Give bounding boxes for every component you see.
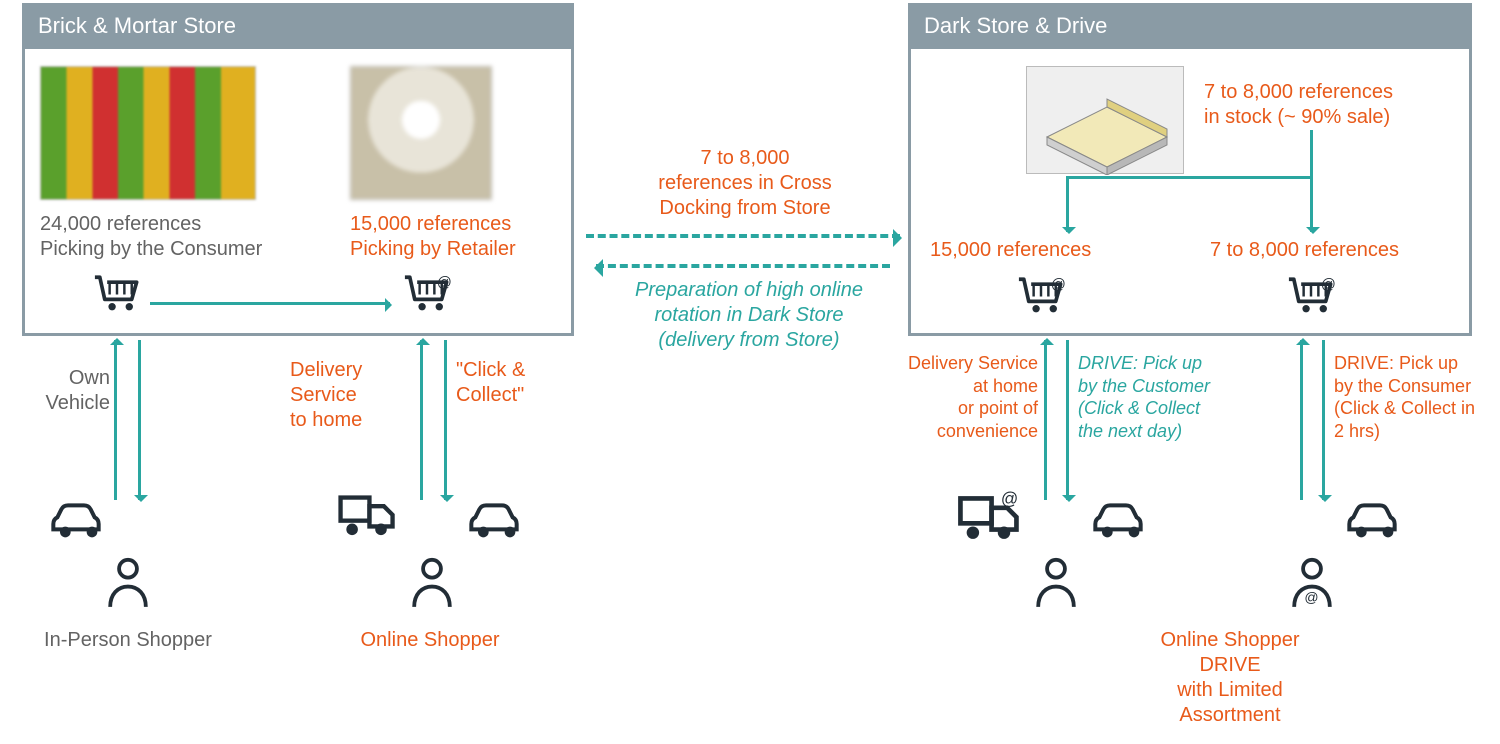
svg-text:@: @ bbox=[1304, 589, 1318, 605]
svg-text:@: @ bbox=[1321, 277, 1336, 293]
drive-2hr-label: DRIVE: Pick up by the Consumer (Click & … bbox=[1334, 352, 1500, 442]
cart-at-icon: @ bbox=[400, 268, 454, 316]
produce-image bbox=[40, 66, 256, 200]
person-icon bbox=[100, 552, 156, 616]
right-panel-down-right bbox=[1310, 130, 1313, 232]
person-at-icon: @ bbox=[1284, 552, 1340, 616]
darkstore-building-image bbox=[1026, 66, 1184, 174]
own-vehicle-label: Own Vehicle bbox=[40, 366, 110, 416]
delivery-truck-at-icon: @ bbox=[950, 486, 1030, 542]
crossdock-arrow-right bbox=[586, 234, 900, 238]
dark-store-title: Dark Store & Drive bbox=[908, 3, 1472, 49]
brick-mortar-title: Brick & Mortar Store bbox=[22, 3, 574, 49]
retailer-refs-label: 15,000 references Picking by Retailer bbox=[350, 212, 560, 262]
cart-at-icon: @ bbox=[1284, 270, 1338, 318]
delivery-truck-icon bbox=[332, 486, 404, 538]
arrow-darkstore-right-up bbox=[1300, 340, 1303, 500]
crossdock-top-label: 7 to 8,000 references in Cross Docking f… bbox=[620, 146, 870, 221]
car-icon bbox=[1086, 492, 1150, 540]
right-right-refs: 7 to 8,000 references bbox=[1210, 238, 1399, 263]
arrow-darkstore-left-down bbox=[1066, 340, 1069, 500]
delivery-right-label: Delivery Service at home or point of con… bbox=[878, 352, 1038, 442]
arrow-darkstore-right-down bbox=[1322, 340, 1325, 500]
inperson-shopper-label: In-Person Shopper bbox=[28, 628, 228, 653]
right-panel-join bbox=[1066, 176, 1310, 179]
aisle-image bbox=[350, 66, 492, 200]
cart-at-icon: @ bbox=[1014, 270, 1068, 318]
stock-label: 7 to 8,000 references in stock (~ 90% sa… bbox=[1204, 80, 1464, 130]
consumer-refs-label: 24,000 references Picking by the Consume… bbox=[40, 212, 300, 262]
arrow-darkstore-left-up bbox=[1044, 340, 1047, 500]
inner-arrow-left-panel bbox=[150, 302, 390, 305]
person-icon bbox=[404, 552, 460, 616]
svg-text:@: @ bbox=[437, 275, 452, 291]
arrow-online-left-down bbox=[444, 340, 447, 500]
crossdock-bottom-label: Preparation of high online rotation in D… bbox=[604, 278, 894, 353]
svg-text:@: @ bbox=[1001, 490, 1018, 509]
right-left-refs: 15,000 references bbox=[930, 238, 1091, 263]
arrow-own-vehicle-down bbox=[138, 340, 141, 500]
svg-text:@: @ bbox=[1051, 277, 1066, 293]
arrow-online-left-up bbox=[420, 340, 423, 500]
car-icon bbox=[1340, 492, 1404, 540]
person-icon bbox=[1028, 552, 1084, 616]
car-icon bbox=[462, 492, 526, 540]
car-icon bbox=[44, 492, 108, 540]
right-panel-down-left bbox=[1066, 176, 1069, 232]
cart-icon bbox=[90, 268, 144, 316]
drive-nextday-label: DRIVE: Pick up by the Customer (Click & … bbox=[1078, 352, 1248, 442]
arrow-own-vehicle-up bbox=[114, 340, 117, 500]
online-shopper-left-label: Online Shopper bbox=[330, 628, 530, 653]
online-shopper-drive-label: Online Shopper DRIVE with Limited Assort… bbox=[1120, 628, 1340, 728]
delivery-left-label: Delivery Service to home bbox=[290, 358, 410, 433]
crossdock-arrow-left bbox=[596, 264, 890, 268]
click-collect-label: "Click & Collect" bbox=[456, 358, 576, 408]
